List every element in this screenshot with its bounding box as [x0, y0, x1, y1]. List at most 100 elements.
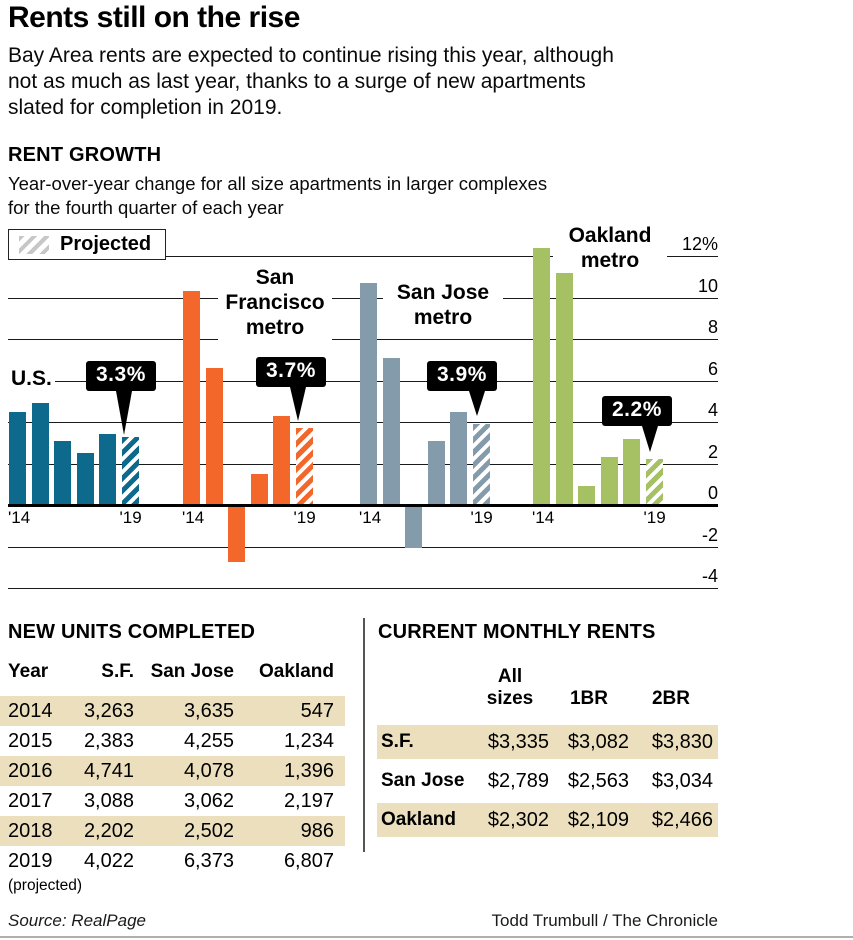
bar-san-francisco-metro-2014	[183, 291, 200, 505]
source-credit: Source: RealPage	[8, 911, 146, 930]
cell: 2,197	[283, 789, 334, 812]
rents-row-s-f-: S.F. $3,335 $3,082 $3,830	[377, 725, 718, 759]
cell: $2,789	[487, 769, 549, 792]
cell: 2016	[8, 759, 53, 782]
x-label-14-san-jose-metro: '14	[359, 508, 382, 527]
callout-oakland-metro: 2.2%	[602, 396, 672, 452]
x-label-14-oakland-metro: '14	[532, 508, 555, 527]
cell: San Jose	[381, 770, 465, 791]
cell: 2017	[8, 789, 53, 812]
cell: 2015	[8, 729, 53, 752]
bar-san-jose-metro-2017	[427, 440, 445, 505]
units-row-2014: 2014 3,263 3,635 547	[0, 696, 345, 726]
projected-hatch-swatch	[19, 235, 49, 254]
y-axis-label-10: 10	[697, 275, 718, 296]
x-label-19-oakland-metro: '19	[643, 508, 666, 527]
x-label-14-san-francisco-metro: '14	[182, 508, 205, 527]
legend-label: Projected	[60, 233, 152, 255]
callout-tail	[290, 387, 306, 421]
y-axis-label-6: 6	[707, 358, 718, 379]
cell: 547	[300, 699, 334, 722]
cell: 4,255	[183, 729, 234, 752]
intro-text: Bay Area rents are expected to continue …	[8, 44, 614, 119]
bar-u-s--2019	[121, 436, 139, 505]
cell: All sizes	[486, 666, 534, 709]
x-label-19-san-francisco-metro: '19	[293, 508, 316, 527]
callout-tail	[116, 391, 132, 435]
cell: 1BR	[569, 688, 608, 709]
bottom-rule	[0, 936, 853, 938]
cell: $3,034	[651, 769, 713, 792]
cell: Year	[8, 661, 49, 682]
y-axis-label-12: 12%	[681, 234, 718, 254]
cell: 3,635	[183, 699, 234, 722]
rents-row-san-jose: San Jose $2,789 $2,563 $3,034	[377, 764, 718, 798]
rents-table-title: CURRENT MONTHLY RENTS	[378, 621, 656, 643]
y-axis-label-4: 4	[707, 400, 718, 420]
gridline--2	[8, 546, 718, 548]
cell: S.F.	[381, 731, 414, 752]
chart-legend: Projected	[8, 229, 166, 260]
bar-oakland-metro-2018	[623, 438, 640, 505]
cell: $3,830	[651, 730, 713, 753]
x-label-14-u-s-: '14	[8, 508, 31, 527]
cell: 2019	[8, 849, 53, 872]
bar-oakland-metro-2015	[555, 272, 573, 505]
callout-u-s-: 3.3%	[86, 361, 156, 435]
bar-san-francisco-metro-2019	[295, 428, 313, 505]
x-axis-line	[8, 504, 718, 507]
bar-u-s--2018	[99, 434, 116, 505]
bar-oakland-metro-2019	[645, 459, 663, 505]
cell: 2014	[8, 699, 53, 722]
cell: 3,263	[83, 699, 134, 722]
bar-san-jose-metro-2016	[405, 506, 422, 548]
gridline--4	[8, 588, 718, 590]
series-label-san-jose-metro: San Jose metro	[383, 280, 503, 330]
cell: $2,302	[487, 808, 549, 831]
bar-san-jose-metro-2015	[382, 357, 400, 505]
cell: $3,082	[567, 730, 629, 753]
units-row-2018: 2018 2,202 2,502 986	[0, 816, 345, 846]
series-label-u-s-: U.S.	[8, 366, 55, 391]
units-row-2019: 2019 4,022 6,373 6,807	[0, 846, 345, 876]
bar-u-s--2014	[9, 411, 26, 505]
artist-credit: Todd Trumbull / The Chronicle	[491, 911, 718, 930]
bar-san-francisco-metro-2018	[273, 415, 290, 505]
cell: 6,807	[283, 849, 334, 872]
cell: 1,234	[283, 729, 334, 752]
rents-header-row: All sizes 1BR 2BR	[377, 662, 718, 710]
cell: 1,396	[283, 759, 334, 782]
y-axis-label-8: 8	[707, 317, 718, 337]
cell: S.F.	[101, 661, 134, 682]
bar-san-francisco-metro-2017	[250, 473, 268, 505]
bar-oakland-metro-2014	[533, 247, 550, 505]
units-footnote: (projected)	[8, 877, 83, 894]
callout-tail	[469, 391, 485, 416]
bar-u-s--2015	[31, 403, 49, 505]
cell: 3,088	[83, 789, 134, 812]
rents-row-oakland: Oakland $2,302 $2,109 $2,466	[377, 803, 718, 837]
gridline-12	[8, 256, 718, 258]
x-label-19-u-s-: '19	[119, 508, 142, 527]
cell: 986	[300, 819, 334, 842]
units-row-2015: 2015 2,383 4,255 1,234	[0, 726, 345, 756]
cell: 4,022	[83, 849, 134, 872]
units-header-row: Year S.F. San Jose Oakland	[0, 658, 345, 686]
cell: 4,078	[183, 759, 234, 782]
units-table-title: NEW UNITS COMPLETED	[8, 621, 256, 643]
bar-san-jose-metro-2019	[472, 424, 490, 505]
cell: 6,373	[183, 849, 234, 872]
cell: San Jose	[150, 661, 234, 682]
y-axis-label--4: -4	[701, 566, 718, 586]
cell: 2BR	[651, 688, 690, 709]
bar-san-francisco-metro-2015	[205, 368, 223, 505]
y-axis-label--2: -2	[701, 524, 718, 545]
cell: Oakland	[259, 661, 334, 682]
series-label-oakland-metro: Oakland metro	[553, 223, 667, 273]
chart-subtitle: Year-over-year change for all size apart…	[8, 173, 548, 218]
cell: Oakland	[381, 809, 456, 830]
cell: $2,466	[651, 808, 713, 831]
cell: 3,062	[183, 789, 234, 812]
y-axis-label-0: 0	[707, 483, 718, 503]
cell: 2,383	[83, 729, 134, 752]
